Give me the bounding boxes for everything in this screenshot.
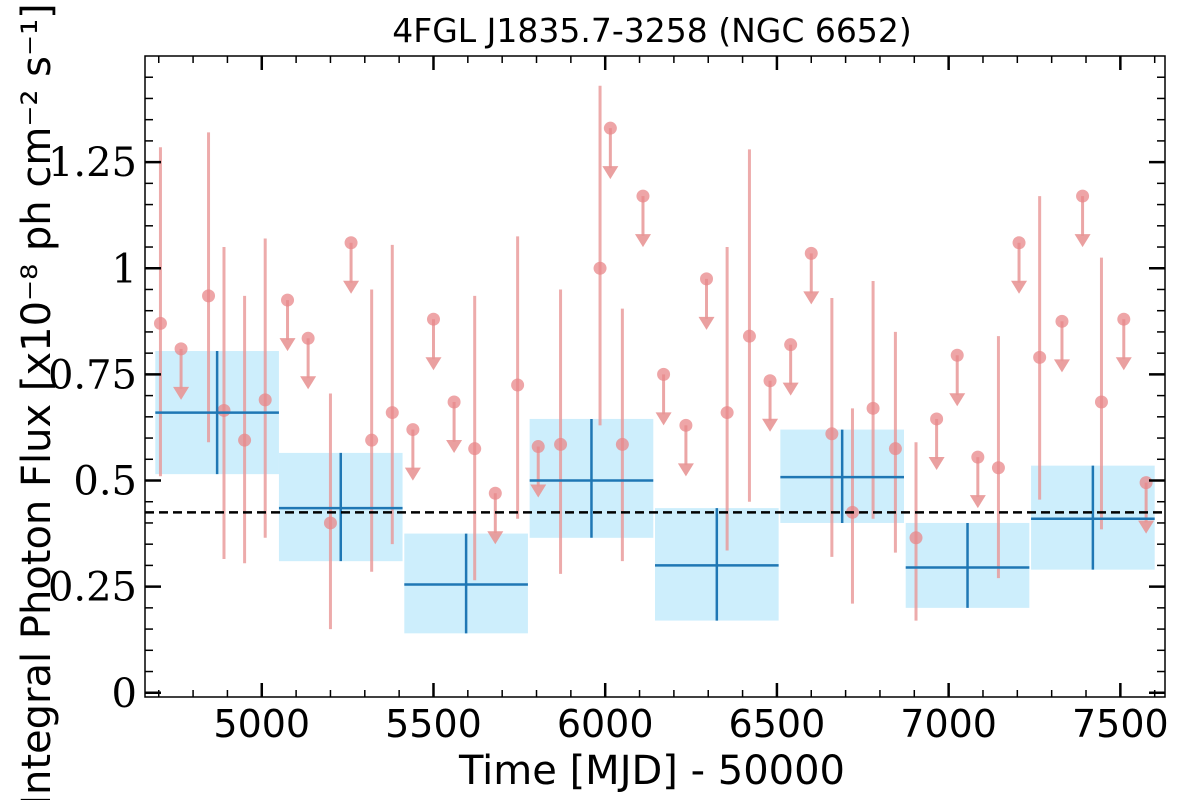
upper-limit-arrowhead bbox=[446, 439, 463, 453]
detection-point bbox=[202, 289, 216, 303]
upper-limit-point bbox=[700, 272, 714, 286]
long-bin-bands bbox=[155, 351, 1155, 634]
detection-point bbox=[217, 403, 231, 417]
detection-point bbox=[365, 433, 379, 447]
detection-point bbox=[468, 442, 482, 456]
upper-limit-point bbox=[301, 331, 315, 345]
upper-limit-point bbox=[804, 246, 818, 260]
y-tick-label: 0 bbox=[112, 671, 137, 717]
upper-limit-point bbox=[1076, 189, 1090, 203]
plot-frame bbox=[144, 55, 1166, 698]
upper-limit-point bbox=[930, 412, 944, 426]
chart-title: 4FGL J1835.7-3258 (NGC 6652) bbox=[392, 11, 912, 50]
upper-limit-arrowhead bbox=[1011, 280, 1028, 294]
upper-limit-arrowhead bbox=[300, 376, 317, 390]
x-tick-label: 7500 bbox=[1072, 702, 1169, 746]
y-tick-label: 0.25 bbox=[48, 565, 137, 611]
x-tick-label: 6000 bbox=[557, 702, 654, 746]
detection-point bbox=[825, 427, 839, 441]
x-tick-label: 5500 bbox=[385, 702, 482, 746]
upper-limit-arrowhead bbox=[404, 467, 421, 481]
upper-limit-arrowhead bbox=[1053, 359, 1070, 373]
detection-point bbox=[866, 401, 880, 415]
upper-limit-point bbox=[971, 450, 985, 464]
x-tick-label: 5000 bbox=[213, 702, 310, 746]
upper-limit-point bbox=[1012, 236, 1026, 250]
upper-limit-point bbox=[174, 342, 188, 356]
axes: 5000 5500 6000 6500 7000 7500 0 0.25 0.5 0.75 1 1.2… bbox=[48, 55, 1169, 746]
detection-point bbox=[554, 437, 568, 451]
upper-limit-arrowhead bbox=[928, 456, 945, 470]
y-tick-label: 1 bbox=[112, 246, 137, 292]
upper-limit-point bbox=[1055, 314, 1069, 328]
upper-limit-point bbox=[784, 338, 798, 352]
upper-limit-point bbox=[531, 440, 545, 454]
upper-limit-arrowhead bbox=[803, 291, 820, 305]
upper-limit-point bbox=[679, 418, 693, 432]
detection-point bbox=[909, 531, 923, 545]
upper-limit-arrowhead bbox=[173, 386, 190, 400]
upper-limit-point bbox=[1117, 312, 1131, 326]
upper-limit-point bbox=[950, 348, 964, 362]
detection-point bbox=[323, 516, 337, 530]
detection-point bbox=[720, 406, 734, 420]
upper-limit-arrowhead bbox=[698, 316, 715, 330]
upper-limit-point bbox=[447, 395, 461, 409]
upper-limit-arrowhead bbox=[425, 357, 442, 371]
detection-point bbox=[1033, 350, 1047, 364]
upper-limit-point bbox=[426, 312, 440, 326]
detection-point bbox=[742, 329, 756, 343]
detection-point bbox=[615, 437, 629, 451]
upper-limit-arrowhead bbox=[1115, 357, 1132, 371]
detection-point bbox=[238, 433, 252, 447]
upper-limit-point bbox=[1139, 476, 1153, 490]
y-axis-title: Integral Photon Flux [x10⁻⁸ ph cm⁻² s⁻¹] bbox=[14, 3, 60, 800]
upper-limit-arrowhead bbox=[279, 338, 296, 352]
y-tick-label: 0.5 bbox=[73, 459, 137, 505]
x-tick-label: 7000 bbox=[900, 702, 997, 746]
upper-limit-point bbox=[636, 189, 650, 203]
detection-point bbox=[888, 442, 902, 456]
upper-limit-arrowhead bbox=[634, 234, 651, 248]
upper-limit-arrowhead bbox=[487, 531, 504, 545]
upper-limit-arrowhead bbox=[602, 166, 619, 180]
long-bin-series bbox=[155, 351, 1155, 634]
upper-limit-arrowhead bbox=[677, 463, 694, 477]
x-axis-title: Time [MJD] - 50000 bbox=[458, 748, 845, 794]
upper-limit-point bbox=[603, 121, 617, 135]
upper-limit-arrowhead bbox=[949, 393, 966, 407]
detection-point bbox=[1094, 395, 1108, 409]
upper-limit-arrowhead bbox=[530, 484, 547, 498]
upper-limit-arrowhead bbox=[762, 418, 779, 432]
short-bin-series bbox=[153, 85, 1155, 630]
detection-point bbox=[153, 316, 167, 330]
detection-point bbox=[593, 261, 607, 275]
upper-limit-point bbox=[657, 367, 671, 381]
upper-limit-point bbox=[763, 374, 777, 388]
upper-limit-point bbox=[281, 293, 295, 307]
detection-point bbox=[258, 393, 272, 407]
upper-limit-arrowhead bbox=[343, 280, 360, 294]
upper-limit-point bbox=[344, 236, 358, 250]
upper-limit-arrowhead bbox=[1138, 520, 1155, 534]
detection-point bbox=[385, 406, 399, 420]
upper-limit-arrowhead bbox=[969, 495, 986, 509]
x-tick-label: 6500 bbox=[729, 702, 826, 746]
upper-limit-arrowhead bbox=[1074, 234, 1091, 248]
y-tick-label: 0.75 bbox=[48, 352, 137, 398]
y-tick-label: 1.25 bbox=[48, 140, 137, 186]
detection-point bbox=[991, 461, 1005, 475]
detection-point bbox=[511, 378, 525, 392]
upper-limit-point bbox=[406, 423, 420, 437]
upper-limit-arrowhead bbox=[655, 412, 672, 426]
upper-limit-point bbox=[488, 486, 502, 500]
upper-limit-arrowhead bbox=[782, 382, 799, 396]
